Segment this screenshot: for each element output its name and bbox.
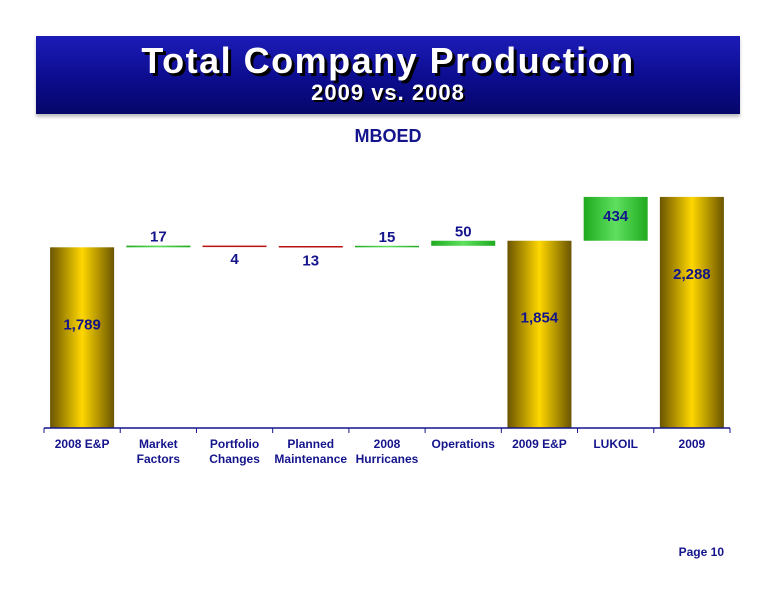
bar-2009-e-p [507, 240, 572, 428]
x-tick-label: Operations [432, 437, 496, 451]
x-tick-label: Planned Maintenance [274, 437, 347, 466]
bar-planned-maintenance [278, 245, 343, 248]
value-label: 434 [603, 208, 629, 225]
bar-market-factors [126, 245, 191, 248]
bar-2008-e-p [50, 247, 115, 428]
slide-title: Total Company Production [141, 40, 635, 81]
x-tick-label: 2008 Hurricanes [356, 437, 419, 466]
slide-subtitle: 2009 vs. 2008 [311, 80, 465, 105]
x-tick-label: Market Factors [137, 437, 181, 466]
value-label: 17 [150, 229, 167, 246]
x-tick-label: 2009 [679, 437, 706, 451]
value-label: 50 [455, 224, 472, 241]
x-tick-label: 2008 E&P [55, 437, 110, 451]
x-tick-label: Portfolio Changes [209, 437, 260, 466]
x-tick-label: LUKOIL [593, 437, 638, 451]
page-number: Page 10 [678, 545, 724, 559]
bar-2008-hurricanes [355, 245, 419, 248]
value-label: 13 [302, 252, 319, 269]
value-label: 15 [379, 229, 396, 246]
value-label: 1,854 [521, 310, 559, 327]
x-tick-label: 2009 E&P [512, 437, 567, 451]
bar-lukoil [583, 196, 648, 241]
bar-portfolio-changes [202, 245, 267, 248]
bar-operations [431, 240, 496, 246]
value-label: 2,288 [673, 266, 711, 283]
value-label: 1,789 [63, 316, 101, 333]
bar-2009 [659, 196, 724, 428]
value-label: 4 [230, 251, 239, 268]
title-banner: Total Company Production 2009 vs. 2008 [36, 36, 740, 114]
y-axis-units-label: MBOED [354, 126, 422, 146]
